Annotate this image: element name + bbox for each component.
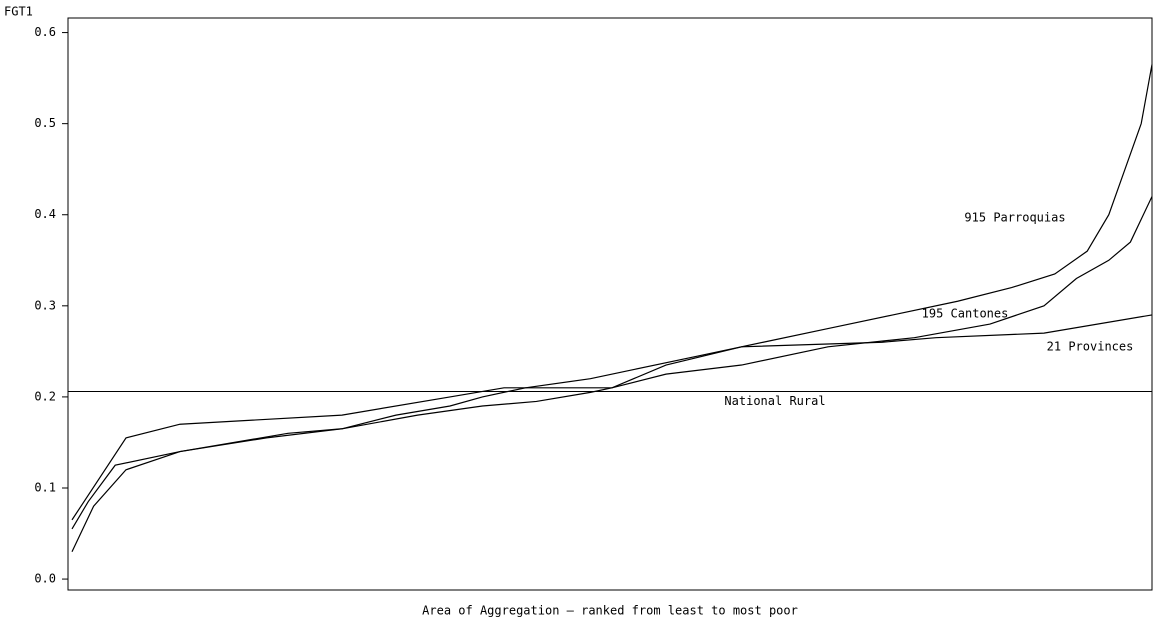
y-tick-label: 0.2 xyxy=(34,389,56,403)
x-axis-label: Area of Aggregation – ranked from least … xyxy=(422,604,798,618)
series-label: 21 Provinces xyxy=(1047,340,1134,354)
line xyxy=(71,64,1153,553)
plot-frame xyxy=(67,17,1153,591)
y-tick-label: 0.5 xyxy=(34,116,56,130)
series-label: 195 Cantones xyxy=(922,307,1009,321)
y-axis-label: FGT1 xyxy=(4,5,33,19)
y-tick-label: 0.1 xyxy=(34,480,56,494)
line xyxy=(71,314,1153,521)
reference-label: National Rural xyxy=(724,394,825,408)
y-tick-label: 0.0 xyxy=(34,572,56,586)
y-tick-label: 0.6 xyxy=(34,25,56,39)
line xyxy=(71,196,1153,530)
y-tick-label: 0.4 xyxy=(34,207,56,221)
y-tick-label: 0.3 xyxy=(34,298,56,312)
series-label: 915 Parroquias xyxy=(964,211,1065,225)
